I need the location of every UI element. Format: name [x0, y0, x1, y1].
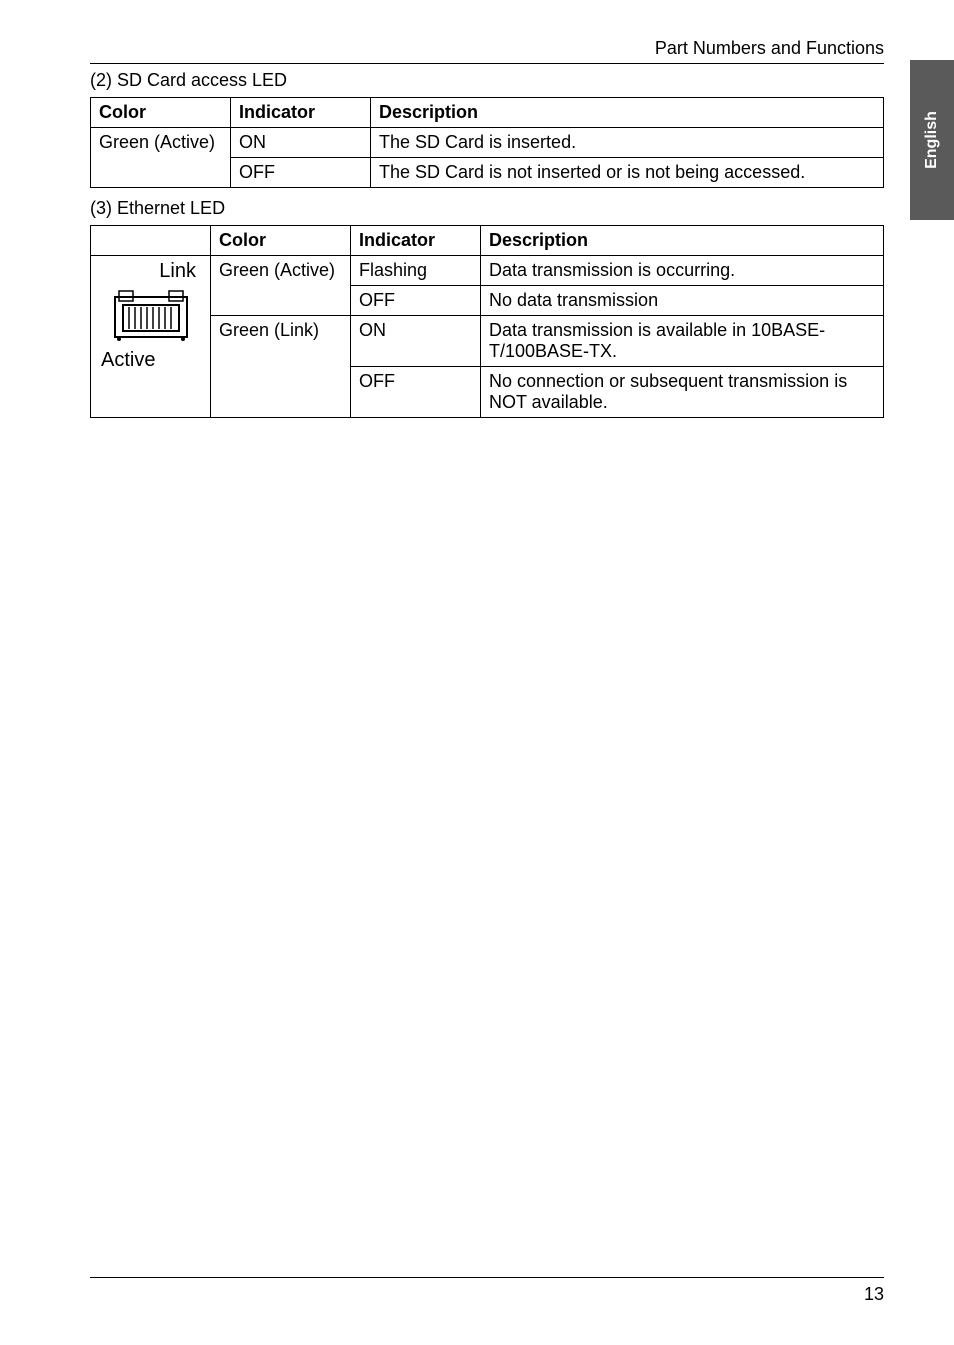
col-description: Description: [371, 98, 884, 128]
cell-description: The SD Card is inserted.: [371, 128, 884, 158]
page-footer: 13: [90, 1277, 884, 1305]
cell-description: No connection or subsequent transmission…: [481, 367, 884, 418]
col-diagram: [91, 226, 211, 256]
section-header: Part Numbers and Functions: [90, 38, 884, 64]
cell-color: Green (Link): [211, 316, 351, 418]
cell-indicator: ON: [351, 316, 481, 367]
cell-description: Data transmission is available in 10BASE…: [481, 316, 884, 367]
active-label: Active: [99, 349, 202, 372]
eth-led-heading: (3) Ethernet LED: [90, 198, 884, 219]
table-row: Link Active: [91, 256, 884, 286]
table-header-row: Color Indicator Description: [91, 98, 884, 128]
sd-led-heading: (2) SD Card access LED: [90, 70, 884, 91]
col-description: Description: [481, 226, 884, 256]
cell-color: Green (Active): [211, 256, 351, 316]
ethernet-port-icon: [109, 287, 193, 343]
col-color: Color: [91, 98, 231, 128]
cell-indicator: ON: [231, 128, 371, 158]
table-header-row: Color Indicator Description: [91, 226, 884, 256]
col-indicator: Indicator: [231, 98, 371, 128]
cell-description: Data transmission is occurring.: [481, 256, 884, 286]
cell-description: No data transmission: [481, 286, 884, 316]
sd-led-table: Color Indicator Description Green (Activ…: [90, 97, 884, 188]
col-indicator: Indicator: [351, 226, 481, 256]
cell-color: Green (Active): [91, 128, 231, 188]
page-content: Part Numbers and Functions (2) SD Card a…: [0, 0, 954, 418]
cell-indicator: OFF: [351, 367, 481, 418]
link-label: Link: [99, 260, 202, 283]
col-color: Color: [211, 226, 351, 256]
cell-indicator: OFF: [351, 286, 481, 316]
page-number: 13: [864, 1284, 884, 1304]
cell-description: The SD Card is not inserted or is not be…: [371, 158, 884, 188]
eth-led-table: Color Indicator Description Link: [90, 225, 884, 418]
cell-indicator: OFF: [231, 158, 371, 188]
table-row: Green (Active) ON The SD Card is inserte…: [91, 128, 884, 158]
cell-port-diagram: Link Active: [91, 256, 211, 418]
cell-indicator: Flashing: [351, 256, 481, 286]
